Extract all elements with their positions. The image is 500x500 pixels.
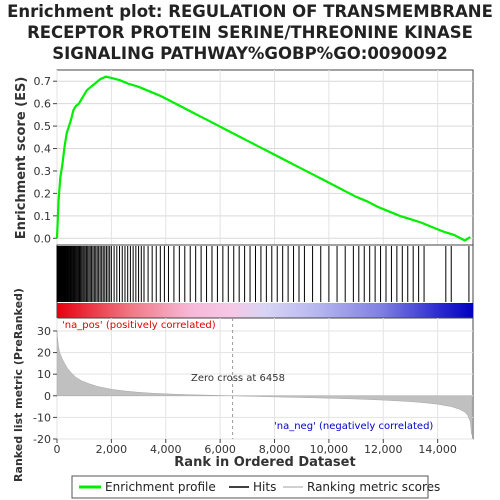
es-y-tick-label: 0.7 [34,75,52,88]
x-tick-label: 0 [54,443,61,456]
na-neg-label: 'na_neg' (negatively correlated) [274,421,433,432]
es-y-tick-label: 0.2 [34,187,52,200]
na-pos-label: 'na_pos' (positively correlated) [62,320,216,331]
es-y-axis-label: Enrichment score (ES) [14,77,29,240]
legend-hits-label: Hits [253,480,276,494]
es-y-tick-label: 0.0 [34,232,52,245]
es-y-tick-label: 0.3 [34,165,52,178]
metric-y-tick-label: -10 [33,411,51,424]
x-tick-label: 2,000 [96,443,128,456]
metric-y-axis-label: Ranked list metric (PreRanked) [12,288,25,482]
es-y-tick-label: 0.6 [34,98,52,111]
x-tick-label: 12,000 [364,443,403,456]
es-y-tick-label: 0.5 [34,120,52,133]
metric-y-tick-label: 20 [37,347,51,360]
es-y-tick-labels: 0.0 0.1 0.2 0.3 0.4 0.5 0.6 0.7 [34,75,58,245]
rank-color-bar [57,303,473,318]
legend-ranking-label: Ranking metric scores [307,480,440,494]
metric-y-tick-labels: -20 -10 0 10 20 30 [33,325,57,446]
zero-cross-label: Zero cross at 6458 [191,373,285,384]
hits-panel [57,245,473,318]
legend: Enrichment profile Hits Ranking metric s… [72,476,440,498]
x-axis-label: Rank in Ordered Dataset [174,455,355,470]
metric-y-tick-label: -20 [33,433,51,446]
metric-y-tick-label: 0 [44,390,51,403]
es-y-tick-label: 0.1 [34,210,52,223]
x-tick-label: 14,000 [418,443,457,456]
metric-y-tick-label: 10 [37,368,51,381]
es-panel: 0.0 0.1 0.2 0.3 0.4 0.5 0.6 0.7 Enrichment scor… [14,70,473,245]
x-axis: 0 2,000 4,000 6,000 8,000 10,000 12,000 14,000 [54,439,457,456]
metric-y-tick-label: 30 [37,325,51,338]
legend-enrichment-label: Enrichment profile [105,480,216,494]
es-y-tick-label: 0.4 [34,143,52,156]
